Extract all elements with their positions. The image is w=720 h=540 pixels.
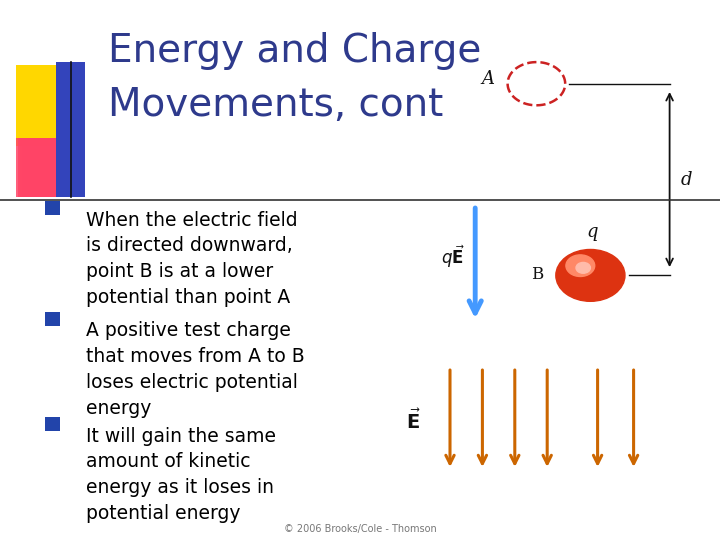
Text: B: B [531,266,544,283]
Bar [35,138,69,197]
Text: © 2006 Brooks/Cole - Thomson: © 2006 Brooks/Cole - Thomson [284,523,436,534]
Text: A positive test charge
that moves from A to B
loses electric potential
energy: A positive test charge that moves from A… [86,321,305,417]
Text: Movements, cont: Movements, cont [108,86,444,124]
Bar [24,138,66,197]
Bar [20,138,64,197]
Bar [31,138,68,197]
Bar [27,138,66,197]
Bar [48,138,73,197]
Bar [57,138,76,197]
Text: It will gain the same
amount of kinetic
energy as it loses in
potential energy: It will gain the same amount of kinetic … [86,427,276,523]
Bar [45,201,60,215]
Bar [33,138,68,197]
Bar [46,138,73,197]
Circle shape [556,249,625,301]
Text: q: q [586,224,598,241]
Bar [16,138,63,197]
Bar [55,138,76,197]
Text: $\vec{\mathbf{E}}$: $\vec{\mathbf{E}}$ [406,409,421,433]
Bar [53,138,75,197]
Bar [37,138,70,197]
Bar [40,138,71,197]
Bar [42,138,71,197]
Bar [22,138,65,197]
Text: $q\vec{\mathbf{E}}$: $q\vec{\mathbf{E}}$ [441,243,464,270]
Text: d: d [680,171,692,188]
Bar [56,62,85,197]
Bar [18,138,63,197]
Bar [50,138,74,197]
Text: A: A [482,70,495,89]
Circle shape [566,255,595,276]
Bar [45,312,60,326]
Bar [29,138,67,197]
Bar [45,417,60,431]
Text: When the electric field
is directed downward,
point B is at a lower
potential th: When the electric field is directed down… [86,211,298,307]
Bar [44,138,72,197]
Text: Energy and Charge: Energy and Charge [108,32,482,70]
Bar [16,65,66,146]
Circle shape [576,262,590,273]
